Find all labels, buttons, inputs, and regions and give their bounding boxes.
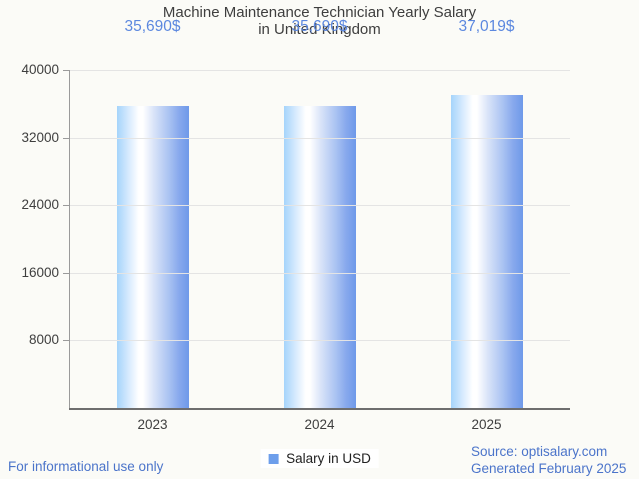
y-axis-line — [69, 70, 70, 408]
chart-title-line2: in United Kingdom — [258, 21, 381, 38]
y-tick-label: 40000 — [21, 62, 59, 77]
y-tick-label: 16000 — [21, 264, 59, 280]
y-tick-label: 32000 — [21, 129, 59, 145]
generated-date: Generated February 2025 — [471, 460, 627, 476]
y-tick-mark — [63, 137, 69, 139]
legend-label: Salary in USD — [286, 451, 371, 466]
gridline — [69, 70, 570, 71]
gridline — [69, 340, 570, 342]
source-block: Source: optisalary.com Generated Februar… — [471, 444, 626, 477]
y-tick-mark — [63, 272, 69, 274]
legend-swatch-icon — [268, 453, 279, 464]
gridline — [69, 205, 570, 207]
y-tick-label: 8000 — [28, 332, 59, 348]
legend: Salary in USD — [260, 449, 379, 468]
x-axis-label-2024: 2024 — [304, 417, 335, 432]
source-link[interactable]: Source: optisalary.com — [471, 444, 608, 459]
bar-value-label-2023: 35,690$ — [124, 18, 181, 35]
bar-group-2025: 37,019$ 2025 — [450, 18, 523, 432]
bar-2023[interactable] — [116, 106, 189, 408]
x-axis-label-2025: 2025 — [471, 417, 502, 432]
x-axis-label-2023: 2023 — [137, 417, 168, 432]
y-tick-mark — [63, 205, 69, 207]
y-tick-label: 24000 — [21, 197, 59, 213]
bar-2024[interactable] — [283, 106, 356, 408]
disclaimer-text: For informational use only — [8, 459, 164, 474]
bar-value-label-2025: 37,019$ — [458, 18, 515, 35]
y-tick-mark — [63, 70, 69, 71]
bar-group-2024: 35,690$ 2024 — [283, 18, 356, 432]
gridline — [69, 272, 570, 274]
chart-title-line1: Machine Maintenance Technician Yearly Sa… — [162, 4, 477, 21]
x-axis-line — [69, 408, 570, 410]
bar-2025[interactable] — [450, 95, 523, 408]
bar-value-label-2024: 35,690$ — [291, 18, 348, 35]
gridline — [69, 137, 570, 139]
chart-title: Machine Maintenance Technician Yearly Sa… — [0, 4, 639, 38]
y-tick-mark — [63, 340, 69, 342]
bar-group-2023: 35,690$ 2023 — [116, 18, 189, 432]
